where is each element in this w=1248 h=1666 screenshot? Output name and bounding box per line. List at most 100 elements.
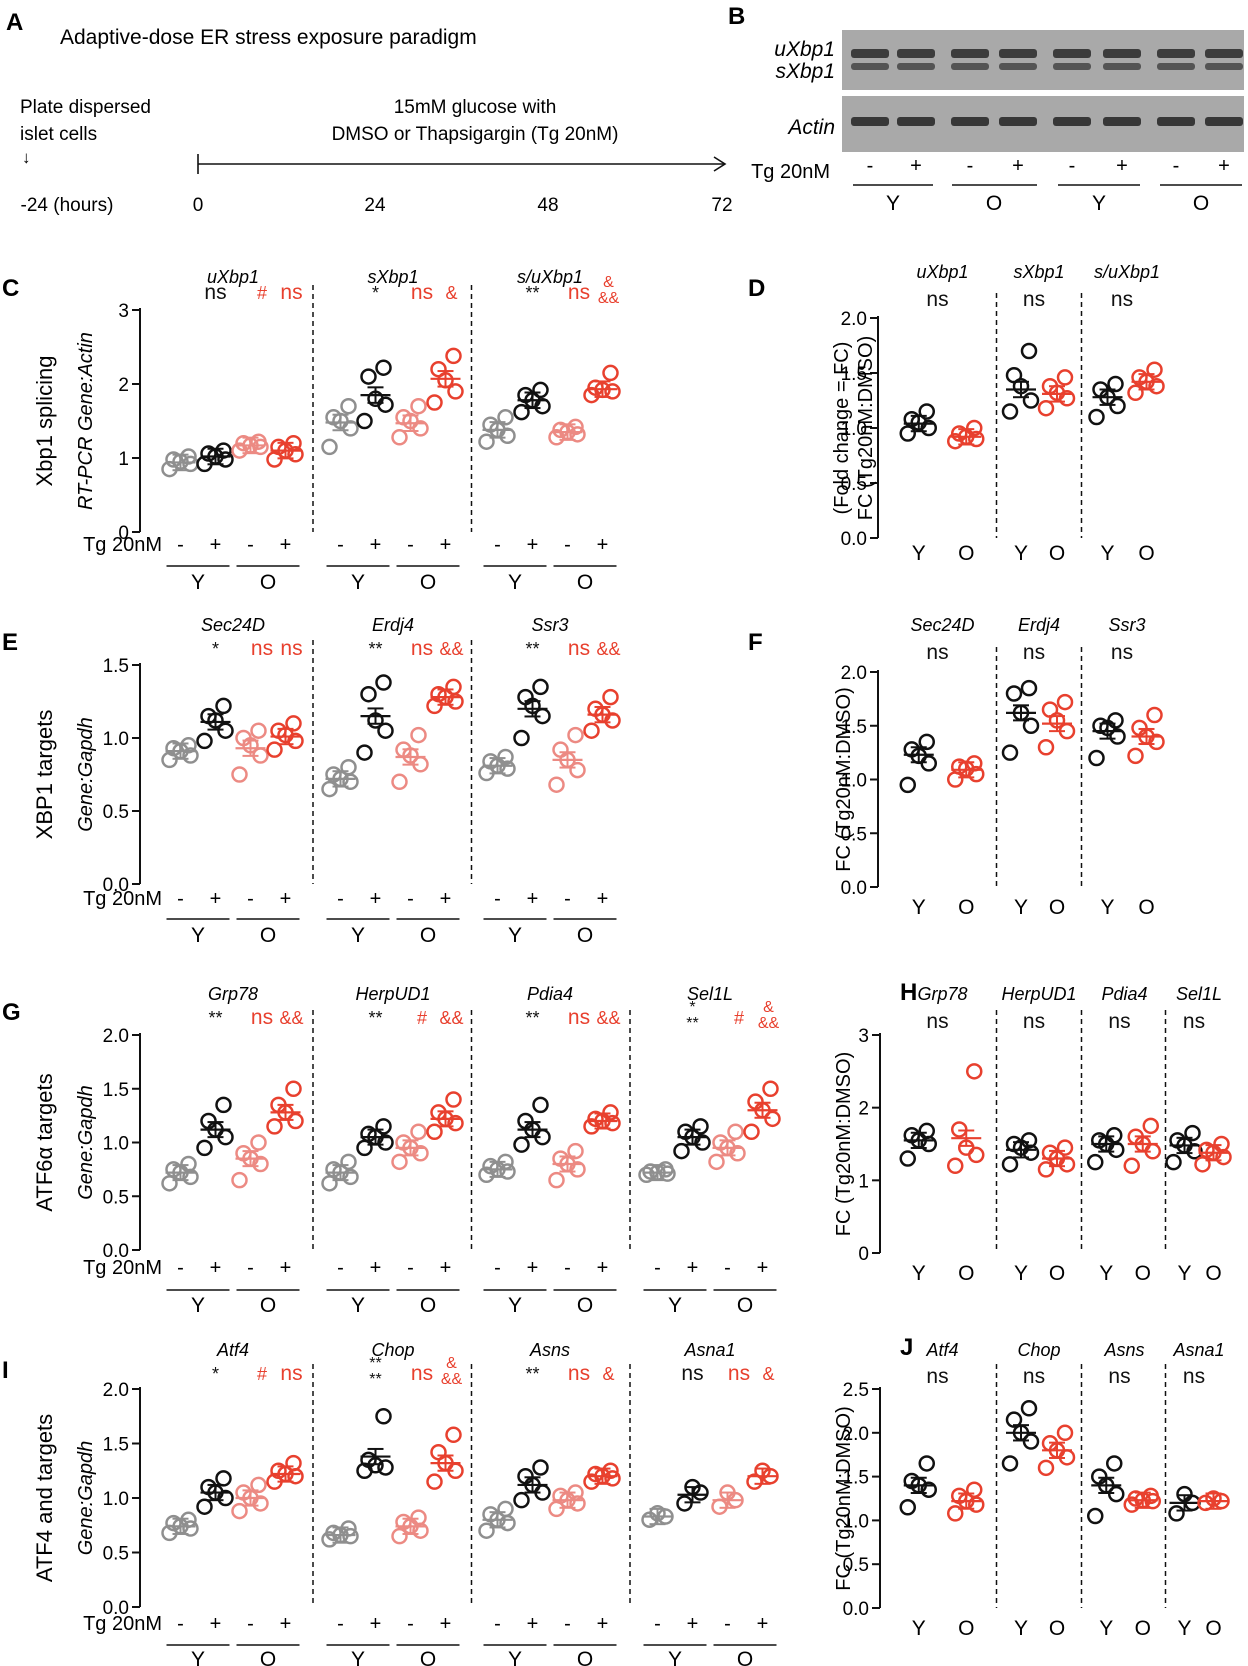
tg-sign: - xyxy=(654,1613,661,1635)
x-group-label: Y xyxy=(1100,542,1114,565)
lane-sign: + xyxy=(910,155,922,177)
gene-title: Grp78 xyxy=(208,984,258,1004)
panel-letter: C xyxy=(2,275,19,302)
tg-sign: + xyxy=(597,888,609,910)
data-point xyxy=(391,429,408,446)
tg-sign: - xyxy=(337,1257,344,1279)
significance-label: * xyxy=(212,639,219,659)
tg-sign: + xyxy=(440,534,452,556)
data-point xyxy=(445,1091,462,1108)
significance-label: & xyxy=(762,1364,774,1384)
significance-label: && xyxy=(441,1371,463,1388)
data-point xyxy=(548,1171,565,1189)
data-point xyxy=(377,1459,394,1476)
data-point xyxy=(360,685,377,703)
tg-sign: - xyxy=(724,1257,731,1279)
data-point xyxy=(217,722,234,739)
data-point xyxy=(727,1123,744,1140)
x-group-label: Y xyxy=(351,1648,365,1666)
significance-label: ** xyxy=(368,639,382,659)
data-point xyxy=(1020,1132,1038,1149)
data-point xyxy=(711,1498,728,1515)
tg-sign: - xyxy=(407,888,414,910)
actin-band xyxy=(951,117,989,126)
tg-sign: + xyxy=(280,888,292,910)
significance-label: ns xyxy=(926,1010,948,1033)
significance-label: ns xyxy=(1108,1365,1130,1388)
y-tick-label: 1.0 xyxy=(841,419,867,440)
data-point xyxy=(1109,728,1126,745)
data-point xyxy=(499,1163,516,1180)
data-point xyxy=(517,1467,534,1485)
data-point xyxy=(1056,1139,1074,1156)
significance-label: ns xyxy=(1023,1365,1045,1388)
x-group-label: Y xyxy=(191,571,205,594)
data-point xyxy=(235,729,252,747)
data-point xyxy=(182,747,199,764)
tg-sign: + xyxy=(597,1257,609,1279)
data-point xyxy=(899,776,916,794)
tg-label: Tg 20nM xyxy=(83,888,162,910)
y-axis-label: Xbp1 splicing xyxy=(32,356,57,487)
x-group-label: Y xyxy=(191,1294,205,1317)
data-point xyxy=(342,1168,359,1186)
actin-band xyxy=(999,117,1037,126)
significance-label: && xyxy=(598,290,620,307)
y-axis-label: XBP1 targets xyxy=(32,710,57,840)
x-group-label: Y xyxy=(912,896,926,919)
data-point xyxy=(321,438,338,456)
significance-label: && xyxy=(439,1008,463,1028)
data-point xyxy=(1184,1124,1201,1142)
data-point xyxy=(196,1139,213,1157)
x-group-label: Y xyxy=(1099,1262,1113,1285)
sxbp1-band xyxy=(1053,63,1091,70)
x-group-label: O xyxy=(958,1617,974,1640)
data-point xyxy=(447,1114,464,1132)
data-point xyxy=(1165,1153,1182,1171)
significance-label: ** xyxy=(525,1364,539,1384)
data-point xyxy=(1056,1424,1074,1442)
data-point xyxy=(360,368,377,385)
data-point xyxy=(1148,377,1165,395)
data-point xyxy=(231,1171,248,1189)
data-point xyxy=(899,1150,916,1167)
tg-sign: + xyxy=(597,534,609,556)
significance-label: ns xyxy=(926,641,948,664)
tg-sign: + xyxy=(280,1257,292,1279)
data-point xyxy=(161,1175,178,1192)
y-axis-label: FC (Tg20nM:DMSO) xyxy=(833,687,855,871)
tg-sign: - xyxy=(654,1257,661,1279)
timepoint-label: 48 xyxy=(537,195,558,216)
data-point xyxy=(375,1408,392,1425)
group-label: Y xyxy=(1092,192,1106,215)
tg-sign: + xyxy=(527,1257,539,1279)
data-point xyxy=(200,1112,217,1130)
data-point xyxy=(1127,747,1144,765)
x-group-label: O xyxy=(1205,1262,1221,1285)
tg-sign: + xyxy=(757,1613,769,1635)
data-point xyxy=(1037,1161,1055,1178)
data-point xyxy=(231,1502,248,1520)
data-point xyxy=(215,1470,232,1487)
data-point xyxy=(567,1142,584,1160)
data-point xyxy=(513,729,530,747)
significance-label: # xyxy=(417,1008,427,1028)
data-point xyxy=(1001,403,1019,420)
significance-label: ns xyxy=(280,281,302,304)
significance-label: ns xyxy=(1023,1010,1045,1033)
x-group-label: Y xyxy=(191,1648,205,1666)
timepoint-label: 0 xyxy=(193,195,204,216)
data-point xyxy=(1037,1459,1055,1477)
group-label: O xyxy=(986,192,1002,215)
data-point xyxy=(377,722,394,739)
data-point xyxy=(447,383,464,400)
significance-label: ns xyxy=(1023,641,1045,664)
uxbp1-band xyxy=(999,49,1037,58)
y-tick-label: 0.5 xyxy=(843,1555,869,1576)
significance-label: ns xyxy=(1108,1010,1130,1033)
significance-label: && xyxy=(439,639,463,659)
data-point xyxy=(1001,1156,1019,1173)
tg-sign: + xyxy=(687,1613,699,1635)
significance-label: ns xyxy=(926,1365,948,1388)
data-point xyxy=(968,430,985,448)
